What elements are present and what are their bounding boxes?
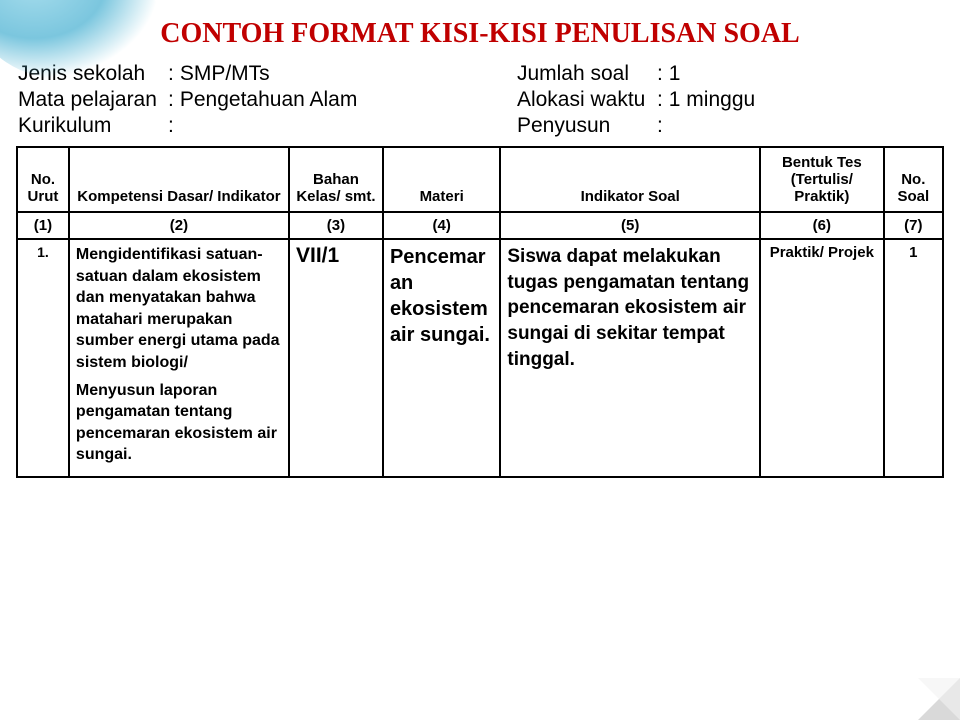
meta-value: 1 minggu [669,88,755,112]
colnum: (7) [884,212,943,239]
colnum: (1) [17,212,69,239]
colnum: (6) [760,212,884,239]
meta-row: Kurikulum : [18,114,517,138]
colnum: (2) [69,212,289,239]
col-header-kd: Kompetensi Dasar/ Indikator [69,147,289,212]
kd-para-2: Menyusun laporan pengamatan tentang penc… [76,380,282,466]
meta-row: Mata pelajaran : Pengetahuan Alam [18,88,517,112]
table-header-row: No. Urut Kompetensi Dasar/ Indikator Bah… [17,147,943,212]
colnum: (4) [383,212,500,239]
cell-kompetensi: Mengidentifikasi satuan-satuan dalam eko… [69,239,289,477]
page-curl-decoration [918,678,960,720]
col-header-bentuk: Bentuk Tes (Tertulis/ Praktik) [760,147,884,212]
colon: : [168,62,180,86]
meta-value: Pengetahuan Alam [180,88,357,112]
cell-bentuk: Praktik/ Projek [760,239,884,477]
meta-right: Jumlah soal : 1 Alokasi waktu : 1 minggu… [517,62,942,138]
colon: : [657,62,669,86]
meta-label: Jumlah soal [517,62,657,86]
cell-indikator: Siswa dapat melakukan tugas pengamatan t… [500,239,760,477]
col-header-nosoal: No. Soal [884,147,943,212]
meta-label: Penyusun [517,114,657,138]
meta-row: Penyusun : [517,114,942,138]
cell-materi: Pencemaran ekosistem air sungai. [383,239,500,477]
meta-row: Jumlah soal : 1 [517,62,942,86]
cell-no: 1. [17,239,69,477]
col-header-indikator: Indikator Soal [500,147,760,212]
colon: : [168,114,180,138]
table-number-row: (1) (2) (3) (4) (5) (6) (7) [17,212,943,239]
col-header-materi: Materi [383,147,500,212]
meta-label: Mata pelajaran [18,88,168,112]
colon: : [168,88,180,112]
colon: : [657,88,669,112]
meta-value: 1 [669,62,681,86]
meta-block: Jenis sekolah : SMP/MTs Mata pelajaran :… [0,62,960,146]
meta-row: Alokasi waktu : 1 minggu [517,88,942,112]
col-header-no: No. Urut [17,147,69,212]
table-wrapper: No. Urut Kompetensi Dasar/ Indikator Bah… [0,146,960,494]
cell-smt: VII/1 [289,239,383,477]
kd-para-1: Mengidentifikasi satuan-satuan dalam eko… [76,244,282,374]
meta-label: Kurikulum [18,114,168,138]
table-row: 1. Mengidentifikasi satuan-satuan dalam … [17,239,943,477]
cell-nosoal: 1 [884,239,943,477]
colnum: (3) [289,212,383,239]
colon: : [657,114,669,138]
kisi-table: No. Urut Kompetensi Dasar/ Indikator Bah… [16,146,944,478]
meta-label: Alokasi waktu [517,88,657,112]
meta-value: SMP/MTs [180,62,270,86]
col-header-smt: Bahan Kelas/ smt. [289,147,383,212]
colnum: (5) [500,212,760,239]
